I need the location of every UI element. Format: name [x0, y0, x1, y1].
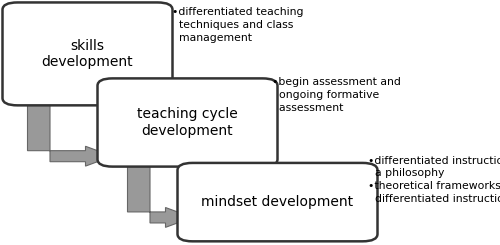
FancyBboxPatch shape [178, 163, 378, 241]
Text: •begin assessment and
  ongoing formative
  assessment: •begin assessment and ongoing formative … [272, 77, 402, 113]
FancyBboxPatch shape [98, 78, 278, 167]
FancyBboxPatch shape [2, 2, 172, 105]
Polygon shape [128, 160, 192, 227]
Text: skills
development: skills development [42, 39, 134, 69]
Polygon shape [28, 99, 112, 166]
Text: •differentiated teaching
  techniques and class
  management: •differentiated teaching techniques and … [172, 7, 304, 43]
Text: teaching cycle
development: teaching cycle development [137, 107, 238, 138]
Text: mindset development: mindset development [202, 195, 354, 209]
Text: •differentiated instruction as
  a philosophy
•theoretical frameworks on
  diffe: •differentiated instruction as a philoso… [368, 156, 500, 204]
